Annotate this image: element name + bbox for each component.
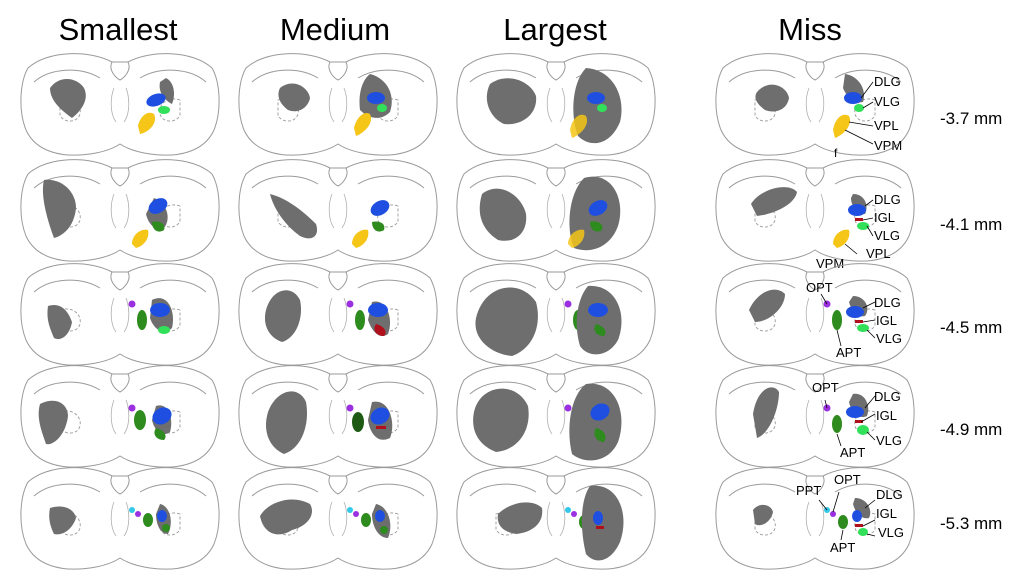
section-miss-row1: [715, 53, 915, 156]
section-miss-row3: [715, 263, 915, 366]
label-igl-row3: IGL: [876, 313, 897, 328]
section-medium-row3: [238, 263, 438, 366]
label-ppt-row5: PPT: [796, 483, 821, 498]
label-dlg-row4: DLG: [874, 389, 901, 404]
label-vlg-row4: VLG: [876, 433, 902, 448]
label-opt-row4: OPT: [812, 380, 839, 395]
section-medium-row4: [238, 365, 438, 468]
label-vlg-row5: VLG: [878, 525, 904, 540]
column-title-miss: Miss: [778, 12, 842, 47]
section-smallest-row2: [20, 159, 220, 262]
label-vpl-row2: VPL: [866, 246, 891, 261]
level-label-4-5: -4.5 mm: [940, 318, 1002, 337]
label-vpl-row1: VPL: [874, 118, 899, 133]
label-vlg-row2: VLG: [874, 228, 900, 243]
section-largest-row2: [456, 159, 656, 262]
section-smallest-row4: [20, 365, 220, 468]
level-label-4-1: -4.1 mm: [940, 215, 1002, 234]
column-title-largest: Largest: [503, 12, 607, 47]
label-opt-row3: OPT: [806, 280, 833, 295]
label-f-row1: f: [834, 146, 838, 160]
label-vpm-row1: VPM: [874, 138, 902, 153]
section-medium-row1: [238, 53, 438, 156]
column-title-medium: Medium: [280, 12, 390, 47]
label-igl-row4: IGL: [876, 408, 897, 423]
column-title-smallest: Smallest: [59, 12, 178, 47]
label-dlg-row5: DLG: [876, 487, 903, 502]
level-label-4-9: -4.9 mm: [940, 420, 1002, 439]
section-largest-row5: [456, 467, 656, 570]
section-smallest-row3: [20, 263, 220, 366]
section-smallest-row1: [20, 53, 220, 156]
section-miss-row4: [715, 365, 915, 468]
section-smallest-row5: [20, 467, 220, 570]
label-apt-row4: APT: [840, 445, 865, 460]
label-dlg-row3: DLG: [874, 295, 901, 310]
label-dlg-row1: DLG: [874, 74, 901, 89]
label-apt-row5: APT: [830, 540, 855, 555]
label-vpm-row2: VPM: [816, 256, 844, 271]
section-medium-row5: [238, 467, 438, 570]
section-miss-row2: [715, 159, 915, 262]
label-igl-row5: IGL: [876, 506, 897, 521]
level-label-3-7: -3.7 mm: [940, 109, 1002, 128]
label-opt-row5: OPT: [834, 472, 861, 487]
label-vlg-row3: VLG: [876, 331, 902, 346]
section-medium-row2: [238, 159, 438, 262]
section-largest-row3: [456, 263, 656, 366]
label-dlg-row2: DLG: [874, 192, 901, 207]
section-largest-row4: [456, 365, 656, 468]
label-apt-row3: APT: [836, 345, 861, 360]
label-vlg-row1: VLG: [874, 94, 900, 109]
level-label-5-3: -5.3 mm: [940, 514, 1002, 533]
section-largest-row1: [456, 53, 656, 156]
section-miss-row5: [715, 467, 915, 570]
label-igl-row2: IGL: [874, 210, 895, 225]
